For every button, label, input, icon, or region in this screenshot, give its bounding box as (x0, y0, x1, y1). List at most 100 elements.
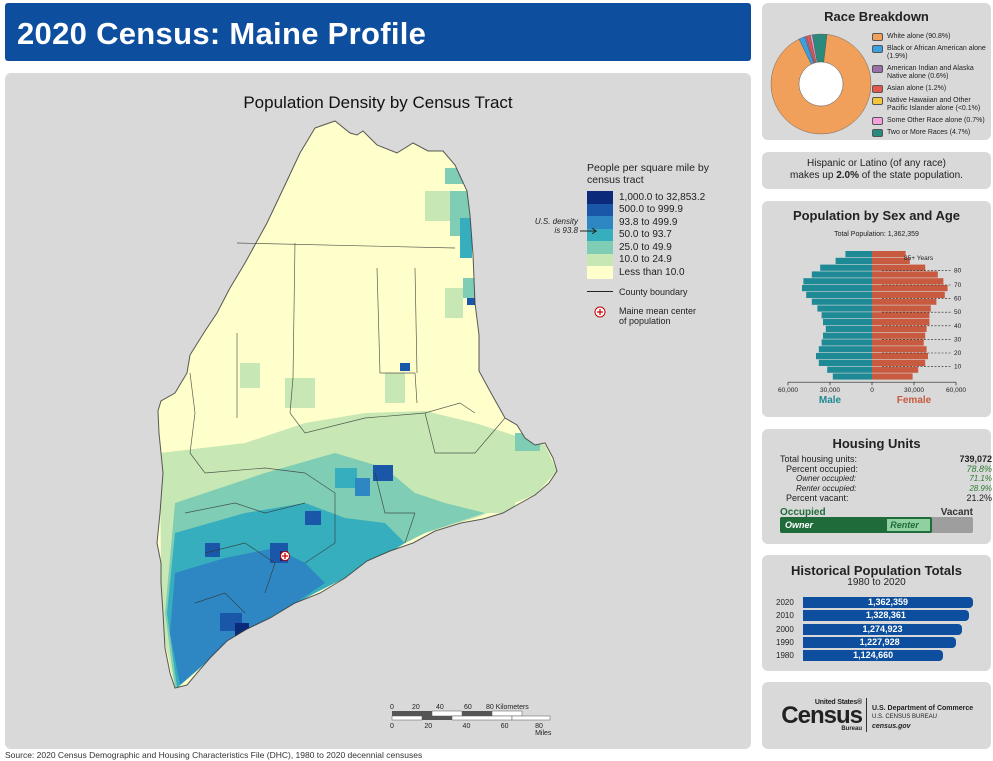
housing-row-vacant: Percent vacant: 21.2% (786, 493, 992, 503)
renter-segment: Renter (887, 519, 931, 531)
history-row: 2000 1,274,923 (776, 623, 963, 635)
race-title: Race Breakdown (824, 9, 929, 24)
age-label: 10 (954, 364, 962, 371)
male-bar (821, 312, 872, 319)
mean-center-icon (587, 306, 613, 320)
legend-class-label: 25.0 to 49.9 (619, 241, 672, 253)
scale-mi-tick: 60 (500, 723, 509, 730)
male-bar (818, 346, 872, 353)
legend-swatch (587, 228, 613, 241)
race-legend-item: American Indian and Alaska Native alone … (872, 65, 991, 81)
maine-map (156, 120, 558, 689)
map-legend: People per square mile by census tract 1… (587, 162, 717, 326)
history-year: 2020 (776, 598, 794, 607)
housing-panel: Housing Units Total housing units: 739,07… (762, 429, 992, 544)
occupied-label: Occupied (780, 507, 826, 518)
male-bar (811, 271, 872, 278)
scale-mi-tick: 20 (424, 723, 433, 730)
legend-swatch (587, 253, 613, 266)
legend-class-row: 500.0 to 999.9 (587, 203, 717, 216)
male-label: Male (819, 395, 842, 406)
race-legend: White alone (90.8%) Black or African Amer… (872, 33, 991, 141)
hispanic-panel: Hispanic or Latino (of any race) makes u… (762, 152, 991, 189)
legend-class-row: 10.0 to 24.9 (587, 253, 717, 266)
census-site: census.gov (872, 723, 911, 730)
male-bar (811, 298, 872, 305)
legend-class-row: Less than 10.0 (587, 266, 717, 279)
male-bar (823, 332, 872, 339)
axis-tick: 30,000 (904, 387, 924, 394)
male-bar (832, 373, 872, 380)
housing-row-occupied: Percent occupied: 78.8% (786, 464, 992, 474)
female-bar (872, 264, 926, 271)
male-bar (806, 291, 872, 298)
age-label: 50 (954, 309, 962, 316)
dept-label: U.S. Department of Commerce (872, 705, 974, 712)
page-title: 2020 Census: Maine Profile (5, 3, 751, 61)
legend-class-row: 25.0 to 49.9 (587, 241, 717, 254)
female-label: Female (897, 395, 932, 406)
female-bar (872, 278, 944, 285)
male-bar (802, 285, 872, 292)
female-bar (872, 366, 919, 373)
history-row: 1980 1,124,660 (776, 650, 944, 662)
housing-row-owner: Owner occupied: 71.1% (796, 474, 992, 483)
population-pyramid-chart: 85+ Years 80 70 60 50 40 30 20 10 60,000 30,000 0 30… (778, 251, 966, 406)
hispanic-value: 2.0% (836, 170, 859, 181)
mean-center-marker (280, 551, 290, 561)
legend-title: People per square mile by census tract (587, 162, 709, 186)
female-bar (872, 291, 945, 298)
age-label: 80 (954, 267, 962, 274)
vacant-label: Vacant (940, 507, 973, 518)
race-legend-item: Native Hawaiian and Other Pacific Island… (872, 97, 991, 113)
race-panel: Race Breakdown White alone (90.8%) Black … (762, 3, 991, 140)
female-bar (872, 373, 913, 380)
age-label: 40 (954, 323, 962, 330)
race-legend-item: Black or African American alone (1.9%) (872, 45, 991, 61)
history-panel: Historical Population Totals 1980 to 202… (762, 555, 991, 671)
legend-swatch (587, 216, 613, 229)
male-bar (845, 251, 872, 258)
age-label: 20 (954, 350, 962, 357)
female-bar (872, 319, 930, 326)
history-title: Historical Population Totals (791, 563, 962, 578)
legend-swatch (587, 203, 613, 216)
legend-class-label: Less than 10.0 (619, 266, 685, 278)
history-bar: 1,227,928 (803, 636, 957, 648)
female-bar (872, 346, 927, 353)
history-year: 2010 (776, 611, 794, 621)
source-note: Source: 2020 Census Demographic and Hous… (5, 750, 423, 760)
population-pyramid-panel: Population by Sex and Age Total Populati… (762, 201, 991, 417)
hispanic-line1: Hispanic or Latino (of any race) (807, 158, 946, 169)
history-year: 1990 (776, 637, 794, 647)
legend-class-label: 10.0 to 24.9 (619, 254, 672, 266)
legend-swatch (587, 266, 613, 279)
pyramid-total: Total Population: 1,362,359 (834, 231, 919, 238)
age-label: 60 (954, 296, 962, 303)
female-bar (872, 332, 926, 339)
age-label: 70 (954, 282, 962, 289)
housing-row-total: Total housing units: 739,072 (780, 454, 992, 464)
legend-class-label: 1,000.0 to 32,853.2 (619, 191, 706, 203)
map-title: Population Density by Census Tract (243, 93, 513, 112)
age-label: 85+ Years (904, 255, 934, 262)
housing-row-renter: Renter occupied: 28.9% (796, 484, 992, 493)
legend-class-label: 50.0 to 93.7 (619, 229, 672, 241)
race-legend-item: Asian alone (1.2%) (872, 85, 991, 93)
housing-occupancy-bar: Owner Renter (780, 517, 973, 533)
female-bar (872, 257, 910, 264)
history-bar: 1,274,923 (803, 623, 963, 635)
history-bar: 1,328,361 (803, 610, 969, 622)
female-bar (872, 339, 924, 346)
scale-mi-tick: 40 (462, 723, 471, 730)
male-bar (835, 257, 872, 264)
female-bar (872, 298, 937, 305)
female-bar (872, 285, 948, 292)
male-bar (827, 366, 872, 373)
history-subtitle: 1980 to 2020 (847, 577, 906, 588)
female-bar (872, 312, 930, 319)
scale-km-tick: 60 (464, 704, 472, 711)
legend-class-label: 93.8 to 499.9 (619, 216, 678, 228)
history-year: 2000 (776, 624, 794, 634)
legend-swatch (587, 191, 613, 204)
